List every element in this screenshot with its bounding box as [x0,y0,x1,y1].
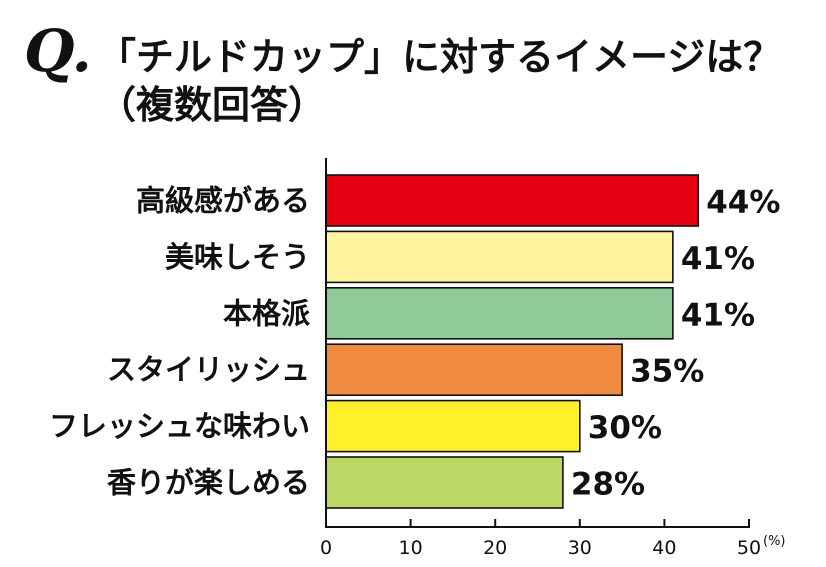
value-label: 44% [706,185,780,221]
x-tick-label: 0 [320,537,332,559]
title-line-2: （複数回答） [98,82,327,127]
question-mark-logo: Q. [24,17,92,85]
value-label: 30% [588,410,662,446]
bar-1 [325,174,700,227]
bar-6 [325,456,564,509]
value-label: 41% [681,297,755,333]
x-tick-label: 10 [399,537,423,559]
title-line-1: 「チルドカップ」に対するイメージは？ [98,35,782,79]
axis-unit-label: (%) [763,534,786,549]
bar-2 [325,230,674,284]
x-tick-label: 40 [652,537,676,559]
x-tick-label: 20 [483,537,507,559]
x-tick-label: 30 [568,537,592,559]
chart-title: 「チルドカップ」に対するイメージは？ （複数回答） [98,34,781,129]
value-label: 41% [681,241,755,277]
bar-4 [325,343,623,397]
category-label: 美味しそう [165,240,310,274]
category-label: 本格派 [223,296,310,330]
category-label: 高級感がある [136,184,310,218]
category-label: フレッシュな味わい [49,409,310,443]
bar-5 [325,399,581,453]
value-label: 35% [630,354,704,390]
value-label: 28% [571,467,645,503]
x-tick-label: 50 [737,537,761,559]
category-label: 香りが楽しめる [107,466,310,500]
bar-3 [325,286,674,340]
category-label: スタイリッシュ [107,353,310,387]
